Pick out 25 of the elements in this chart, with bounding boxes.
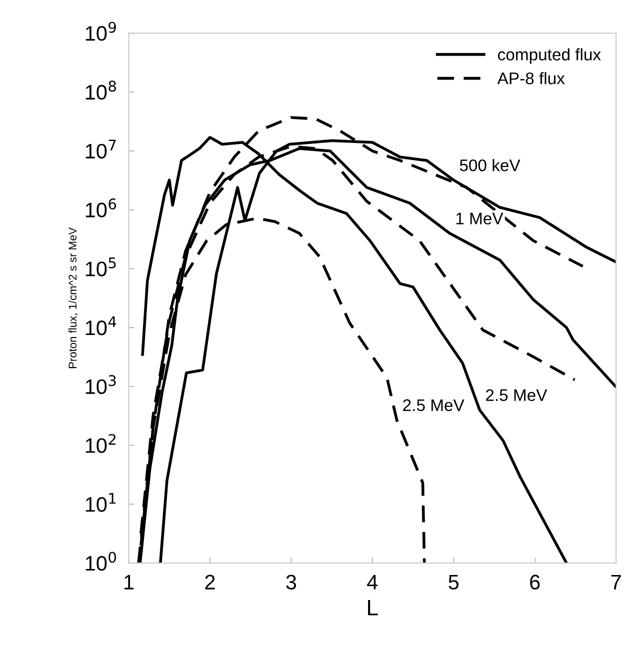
x-tick-label: 5 (448, 574, 459, 590)
annotation: 2.5 MeV (403, 399, 464, 412)
y-tick-label: 10$^{2}$ (86, 434, 116, 453)
x-tick-label: 4 (367, 574, 378, 590)
y-tick-label: 10$^{7}$ (86, 140, 116, 159)
y-tick-label: 10$^{8}$ (86, 80, 116, 100)
y-tick-label: 10$^{6}$ (86, 198, 116, 218)
y-tick-label: 10$^{3}$ (86, 375, 116, 394)
x-tick-label: 3 (286, 574, 296, 590)
annotation: 1 MeV (456, 212, 504, 224)
y-tick-label: 10$^{1}$ (86, 493, 116, 512)
y-tick-label: 10$^{4}$ (86, 316, 116, 336)
annotation: 500 keV (460, 159, 520, 172)
x-tick-label: 1 (124, 574, 134, 590)
y-tick-label: 10$^{5}$ (86, 258, 116, 276)
x-tick-label: 2 (205, 574, 215, 590)
y-tick-label: 10$^{9}$ (86, 22, 116, 41)
x-axis-title: L (368, 600, 378, 616)
y-tick-label: 10$^{0}$ (86, 552, 116, 571)
x-tick-label: 7 (611, 574, 621, 590)
x-tick-label: 6 (530, 574, 540, 590)
legend-label: computed flux (498, 48, 601, 64)
annotation: 2.5 MeV (486, 389, 548, 402)
y-axis-title: Proton flux, 1/cm^2 s sr MeV (68, 227, 78, 368)
legend-label: AP-8 flux (497, 72, 565, 84)
